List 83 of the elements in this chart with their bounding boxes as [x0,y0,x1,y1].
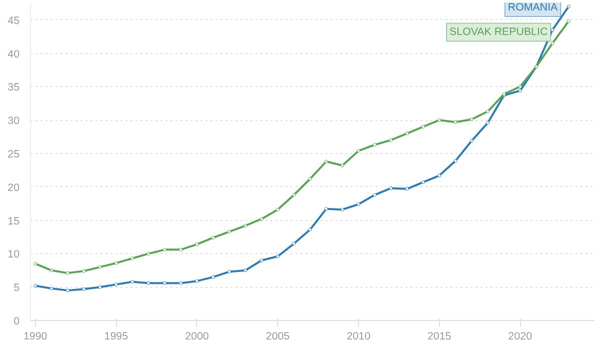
point [566,4,570,8]
x-tick-label: 1990 [23,330,48,342]
point [308,177,312,181]
point [244,268,248,272]
point [324,160,328,164]
point [114,282,118,286]
point [228,230,232,234]
point [372,143,376,147]
point [276,254,280,258]
point [470,118,474,122]
x-tick-label: 2015 [428,330,452,342]
point [518,88,522,92]
y-tick-label: 25 [8,148,20,160]
point [260,217,264,221]
y-tick-label: 10 [8,248,20,261]
point [486,110,490,114]
point [324,207,328,211]
point [308,228,312,232]
point [372,193,376,197]
point [550,28,554,32]
y-tick-label: 15 [8,215,20,228]
y-tick-label: 45 [8,14,20,27]
point [179,248,183,252]
point [292,193,296,197]
point [98,285,102,289]
point [454,120,458,124]
point [518,84,522,88]
point [421,180,425,184]
point [405,187,409,191]
point [356,202,360,206]
x-tick-label: 1995 [104,330,128,342]
y-tick-label: 35 [8,82,20,94]
y-tick-label: 40 [8,48,20,60]
y-tick-label: 0 [14,316,20,328]
point [454,159,458,163]
point [82,269,86,273]
point [114,261,118,265]
point [130,280,134,284]
point [389,186,393,190]
point [276,208,280,212]
x-tick-label: 2005 [266,330,290,342]
point [486,121,490,124]
point [389,138,393,142]
y-tick-label: 5 [14,282,20,294]
point [356,149,360,153]
point [340,164,344,168]
point [82,287,86,291]
x-tick-label: 2010 [346,330,370,342]
point [244,224,248,228]
point [470,139,474,143]
point [130,256,134,260]
point [66,288,70,292]
point [66,271,70,275]
point [421,125,425,129]
x-tick-label: 2020 [508,330,532,342]
point [179,281,183,285]
point [195,242,199,246]
point [50,286,54,290]
point [162,281,166,285]
point [550,42,554,45]
point [195,279,199,283]
point [50,268,54,272]
y-tick-label: 30 [8,115,20,128]
point [162,248,166,252]
series-label: ROMANIA [508,2,559,14]
y-tick-label: 20 [8,182,20,194]
point [211,275,215,279]
point [438,118,442,122]
point [211,236,215,240]
point [146,281,150,285]
x-tick-label: 2000 [185,330,209,342]
point [292,242,296,246]
point [98,265,102,269]
point [260,258,264,262]
point [340,208,344,212]
point [566,19,570,23]
point [146,252,150,256]
series-label: SLOVAK REPUBLIC [450,26,548,38]
point [228,270,232,274]
point [405,132,409,136]
point [34,262,38,266]
point [34,284,38,288]
point [438,174,442,178]
